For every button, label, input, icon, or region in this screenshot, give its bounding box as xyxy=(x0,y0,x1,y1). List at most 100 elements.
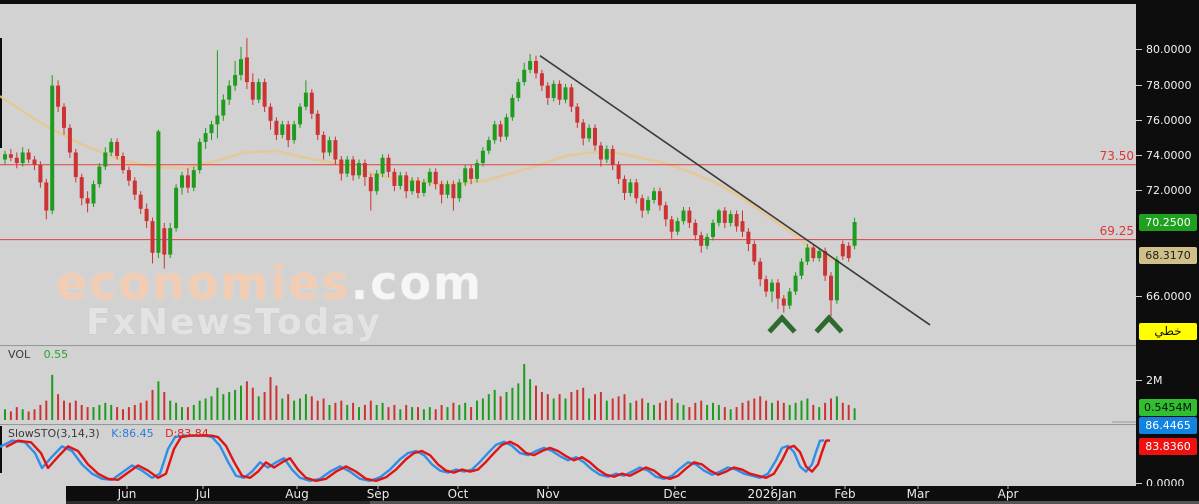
volume-bar xyxy=(257,396,260,420)
candle-body xyxy=(209,124,214,134)
candle-body xyxy=(528,60,533,70)
volume-bar xyxy=(393,404,396,420)
month-tick xyxy=(377,486,379,489)
volume-bar xyxy=(599,392,602,420)
price-tick: 72.0000 xyxy=(1136,184,1199,198)
candle-body xyxy=(705,236,710,246)
candle-body xyxy=(823,251,828,276)
candle-body xyxy=(256,82,261,100)
volume-bar xyxy=(853,408,856,420)
volume-bar xyxy=(782,402,785,420)
volume-bar xyxy=(517,383,520,420)
volume-bar xyxy=(664,400,667,420)
candle-body xyxy=(604,148,609,160)
support-line-label: 69.25 xyxy=(1099,224,1134,238)
volume-bar xyxy=(192,404,195,420)
current-volume-badge: 0.5454M xyxy=(1139,399,1197,416)
scrollbar-thumb[interactable] xyxy=(370,501,1199,504)
candle-body xyxy=(593,127,597,146)
volume-bar xyxy=(387,407,390,420)
candle-body xyxy=(646,200,651,211)
candle-body xyxy=(770,282,774,292)
volume-bar xyxy=(670,398,673,420)
volume-bar xyxy=(523,364,526,420)
candle-body xyxy=(775,282,780,299)
candle-body xyxy=(787,291,792,306)
month-label: Aug xyxy=(285,487,309,501)
volume-bar xyxy=(405,404,408,420)
volume-bar xyxy=(771,402,773,420)
volume-axis-tick: 2M xyxy=(1136,374,1199,388)
separator-main-volume[interactable] xyxy=(0,345,1138,347)
month-tick xyxy=(844,486,846,489)
separator-volume-stoch[interactable] xyxy=(0,424,1138,426)
volume-bar xyxy=(63,400,65,420)
candle-body xyxy=(534,60,538,74)
volume-legend-value: 0.55 xyxy=(43,348,69,361)
candle-body xyxy=(693,222,698,236)
candle-body xyxy=(50,85,55,211)
volume-bar xyxy=(375,404,378,420)
month-tick xyxy=(202,486,204,489)
volume-bar xyxy=(570,392,573,420)
price-axis[interactable]: 80.0000 78.0000 76.0000 74.0000 72.0000 66.00… xyxy=(1136,4,1199,490)
candle-body xyxy=(121,156,125,171)
candle-body xyxy=(327,140,332,153)
volume-bar xyxy=(269,377,272,420)
candle-body xyxy=(516,82,521,98)
candle-body xyxy=(622,178,627,193)
month-label: Oct xyxy=(447,487,469,501)
stoch-legend-label: SlowSTO(3,14,3) xyxy=(8,427,100,440)
scale-mode-button[interactable]: خطي xyxy=(1139,323,1197,340)
month-label: Apr xyxy=(997,487,1019,501)
candle-body xyxy=(557,83,562,100)
descending-trendline[interactable] xyxy=(539,55,931,326)
month-label: Dec xyxy=(663,487,687,501)
volume-bar xyxy=(411,407,414,420)
candle-body xyxy=(286,124,291,141)
candle-body xyxy=(829,275,833,301)
candle-body xyxy=(144,208,149,222)
candle-body xyxy=(362,163,367,178)
volume-bar xyxy=(175,402,178,420)
volume-bar xyxy=(4,409,6,420)
volume-bar xyxy=(723,407,726,420)
volume-bar xyxy=(245,381,248,420)
stoch-k-badge: 86.4465 xyxy=(1139,417,1197,434)
candle-body xyxy=(811,247,816,259)
stoch-k-label: K:86.45 xyxy=(111,427,154,440)
candle-body xyxy=(663,205,668,220)
candle-body xyxy=(162,228,167,255)
volume-bar xyxy=(588,398,591,420)
time-axis[interactable]: Jun Jul Aug Sep Oct Nov Dec 2026Jan Feb Mar Apr xyxy=(66,486,1199,501)
volume-bar xyxy=(98,404,101,420)
month-tick xyxy=(917,486,919,489)
volume-bar xyxy=(847,404,850,420)
month-tick xyxy=(126,486,128,489)
volume-bar xyxy=(759,396,762,420)
candle-body xyxy=(652,191,656,200)
month-label: Mar xyxy=(906,487,930,501)
volume-bar xyxy=(499,396,502,420)
candle-body xyxy=(380,157,385,174)
candle-body xyxy=(79,177,84,199)
window-left-border xyxy=(0,38,2,148)
candle-body xyxy=(699,235,704,246)
candle-body xyxy=(587,127,592,139)
volume-bar xyxy=(251,387,254,420)
volume-bar xyxy=(21,409,24,420)
volume-bar xyxy=(493,389,496,420)
volume-bar xyxy=(582,387,585,420)
candle-body xyxy=(321,134,326,153)
stoch-k-line xyxy=(0,434,825,483)
stoch-legend: SlowSTO(3,14,3) K:86.45 D:83.84 xyxy=(8,427,209,440)
candle-body xyxy=(56,85,61,107)
volume-bar xyxy=(287,394,290,420)
candle-body xyxy=(345,159,350,174)
volume-bar xyxy=(334,402,337,420)
volume-bar xyxy=(830,398,832,420)
price-tick: 66.0000 xyxy=(1136,290,1199,304)
month-label: Jul xyxy=(195,487,211,501)
